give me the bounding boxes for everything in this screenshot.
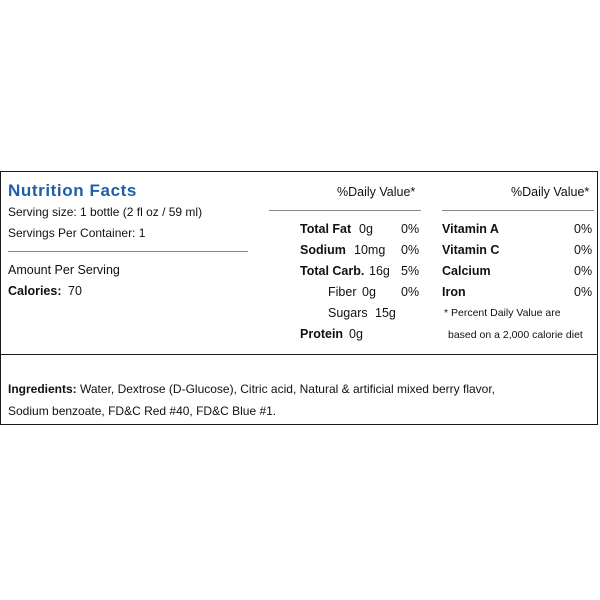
ingredients-label: Ingredients: <box>8 382 77 396</box>
left-divider <box>8 251 248 252</box>
ingredients-line-1: Ingredients: Water, Dextrose (D-Glucose)… <box>8 382 495 396</box>
protein-amount: 0g <box>349 327 363 341</box>
calcium-dv: 0% <box>574 264 593 278</box>
nutrition-facts-title: Nutrition Facts <box>8 181 137 200</box>
ingredients-line-2: Sodium benzoate, FD&C Red #40, FD&C Blue… <box>8 404 277 418</box>
total-carb-label: Total Carb. <box>300 264 365 278</box>
iron-dv: 0% <box>574 285 593 299</box>
middle-divider <box>269 210 421 211</box>
calcium-label: Calcium <box>442 264 491 278</box>
total-carb-amount: 16g <box>369 264 390 278</box>
total-fat-label: Total Fat <box>300 222 352 236</box>
vitamin-a-dv: 0% <box>574 222 593 236</box>
total-fat-dv: 0% <box>401 222 420 236</box>
total-carb-dv: 5% <box>401 264 420 278</box>
fiber-amount: 0g <box>362 285 376 299</box>
sugars-label: Sugars <box>328 306 368 320</box>
fiber-label: Fiber <box>328 285 357 299</box>
amount-per-serving: Amount Per Serving <box>8 263 120 277</box>
serving-size: Serving size: 1 bottle (2 fl oz / 59 ml) <box>8 205 203 219</box>
vitamin-c-label: Vitamin C <box>442 243 500 257</box>
iron-label: Iron <box>442 285 466 299</box>
vitamin-a-label: Vitamin A <box>442 222 499 236</box>
sodium-amount: 10mg <box>354 243 386 257</box>
footnote-line-1: * Percent Daily Value are <box>444 307 561 319</box>
fiber-dv: 0% <box>401 285 420 299</box>
ingredients-text-1: Water, Dextrose (D-Glucose), Citric acid… <box>76 382 496 396</box>
servings-per-container: Servings Per Container: 1 <box>8 226 146 240</box>
daily-value-header-1: %Daily Value* <box>337 185 416 199</box>
sugars-amount: 15g <box>375 306 396 320</box>
right-divider <box>442 210 594 211</box>
calories-label: Calories: <box>8 284 62 298</box>
ingredients-divider <box>1 354 597 355</box>
footnote-line-2: based on a 2,000 calorie diet <box>448 329 583 341</box>
vitamin-c-dv: 0% <box>574 243 593 257</box>
nutrition-label: Nutrition Facts Serving size: 1 bottle (… <box>0 171 598 425</box>
daily-value-header-2: %Daily Value* <box>511 185 590 199</box>
sodium-label: Sodium <box>300 243 346 257</box>
sodium-dv: 0% <box>401 243 420 257</box>
calories-value: 70 <box>68 284 82 298</box>
protein-label: Protein <box>300 327 344 341</box>
total-fat-amount: 0g <box>359 222 373 236</box>
